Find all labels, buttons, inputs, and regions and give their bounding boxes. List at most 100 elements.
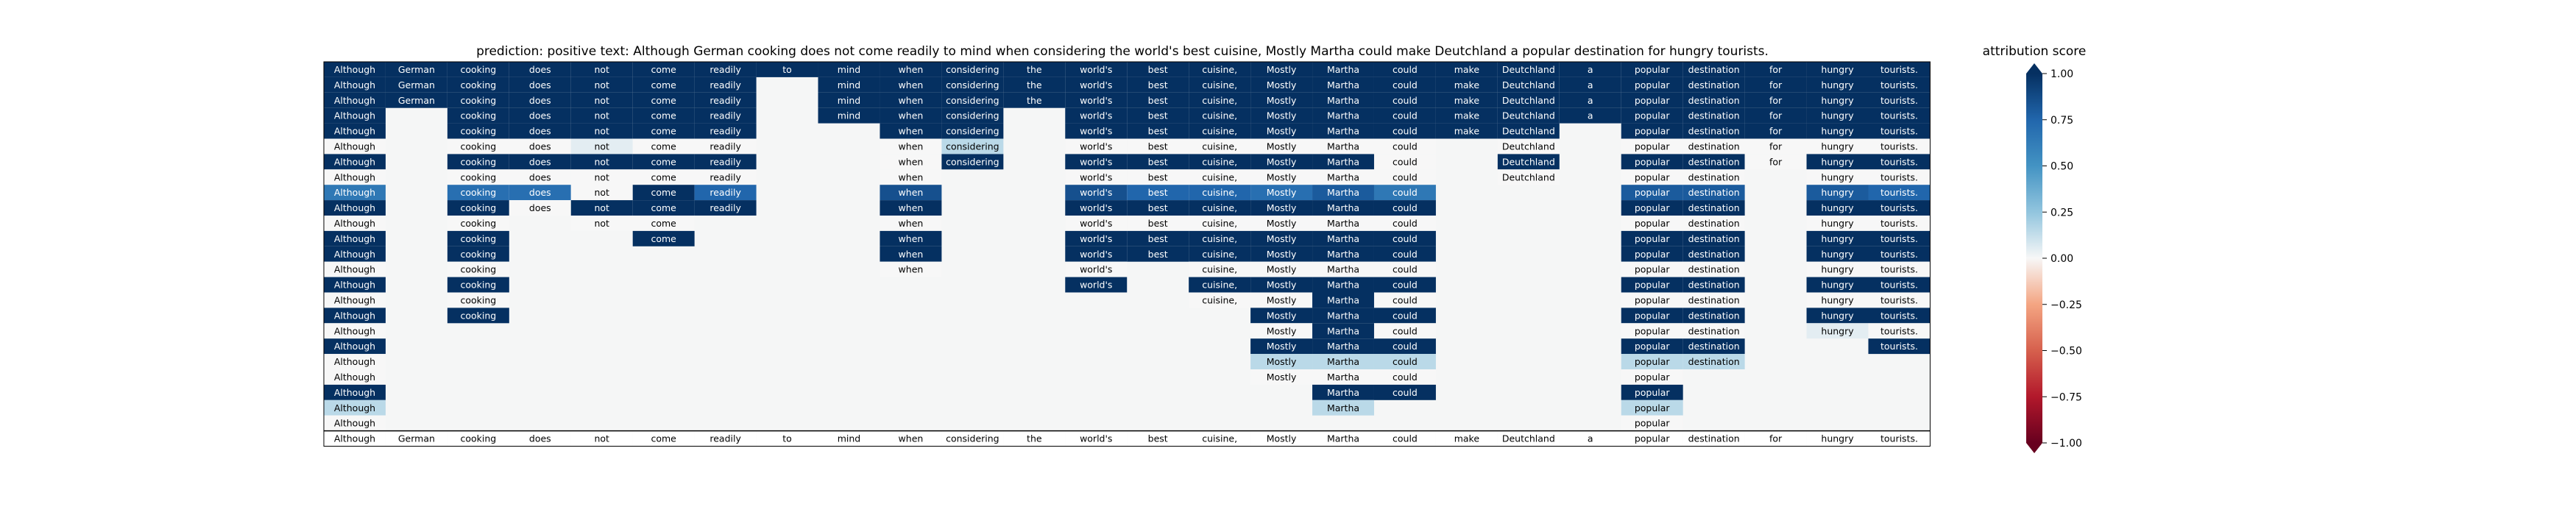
cell-token-label: cooking [460, 141, 496, 152]
heatmap-cell [1621, 216, 1683, 231]
cell-token-label: Although [334, 387, 375, 398]
cell-token-label: world's [1080, 171, 1112, 182]
cell-token-label: popular [1635, 341, 1671, 352]
colorbar-tick-label: 1.00 [2050, 68, 2073, 80]
heatmap-cell [1312, 354, 1374, 369]
heatmap-cell [880, 154, 942, 170]
cell-token-label: tourists. [1880, 126, 1918, 137]
heatmap-cell [1373, 354, 1436, 369]
heatmap-cell [1312, 230, 1374, 246]
heatmap-cell [1312, 338, 1374, 355]
cell-token-label: make [1454, 64, 1480, 75]
heatmap-cell [1868, 77, 1931, 93]
cell-token-label: popular [1635, 95, 1671, 106]
heatmap-cell [1806, 154, 1869, 170]
cell-token-label: popular [1635, 249, 1671, 260]
cell-token-label: could [1393, 294, 1418, 305]
cell-token-label: popular [1635, 64, 1671, 75]
heatmap-cell [1189, 154, 1251, 170]
cell-token-label: destination [1688, 249, 1740, 260]
heatmap-cell [1189, 277, 1251, 293]
cell-token-label: world's [1080, 233, 1112, 244]
cell-token-label: when [899, 264, 924, 275]
cell-token-label: destination [1688, 294, 1740, 305]
heatmap-cell [632, 123, 695, 139]
heatmap-cell [509, 185, 571, 201]
heatmap-cell [1189, 216, 1251, 231]
heatmap-cell [1868, 216, 1931, 231]
cell-token-label: Although [334, 310, 375, 321]
cell-token-label: best [1148, 64, 1168, 75]
cell-token-label: world's [1080, 110, 1112, 121]
cell-token-label: popular [1635, 356, 1671, 367]
heatmap-cell [1682, 200, 1745, 216]
heatmap-cell [1189, 185, 1251, 201]
cell-token-label: Although [334, 433, 375, 444]
heatmap-cell [509, 123, 571, 139]
colorbar-tick-label: 0.25 [2050, 207, 2073, 219]
cell-token-label: for [1769, 126, 1783, 137]
cell-token-label: for [1769, 64, 1783, 75]
heatmap-cell [1621, 384, 1683, 400]
cell-token-label: world's [1080, 141, 1112, 152]
cell-token-label: cooking [460, 110, 496, 121]
cell-token-label: could [1393, 218, 1418, 229]
heatmap-cell [1621, 107, 1683, 124]
heatmap-cell [1312, 185, 1374, 201]
heatmap-cell [447, 185, 509, 201]
heatmap-cell [1621, 169, 1683, 185]
cell-token-label: cooking [460, 280, 496, 291]
heatmap-cell [1189, 230, 1251, 246]
cell-token-label: best [1148, 233, 1168, 244]
cell-token-label: could [1393, 325, 1418, 336]
cell-token-label: could [1393, 187, 1418, 198]
heatmap-cell [1806, 261, 1869, 277]
cell-token-label: not [594, 141, 609, 152]
heatmap-cell [1806, 323, 1869, 339]
heatmap-cell [1373, 308, 1436, 324]
cell-token-label: world's [1080, 280, 1112, 291]
cell-token-label: does [529, 141, 551, 152]
cell-token-label: for [1769, 79, 1783, 90]
heatmap-cell [1559, 430, 1621, 447]
heatmap-cell [1312, 292, 1374, 308]
cell-token-label: could [1393, 171, 1418, 182]
cell-token-label: when [899, 249, 924, 260]
cell-token-label: Although [334, 64, 375, 75]
heatmap-cell [1189, 292, 1251, 308]
cell-token-label: not [594, 202, 609, 213]
heatmap-cell [1435, 62, 1498, 77]
cell-token-label: Deutchland [1502, 156, 1555, 167]
cell-token-label: Although [334, 280, 375, 291]
cell-token-label: popular [1635, 264, 1671, 275]
heatmap-cell [1621, 138, 1683, 154]
cell-token-label: Deutchland [1502, 110, 1555, 121]
cell-token-label: destination [1688, 218, 1740, 229]
cell-token-label: hungry [1821, 218, 1854, 229]
cell-token-label: Although [334, 294, 375, 305]
heatmap-cell [1312, 323, 1374, 339]
heatmap-cell [324, 354, 386, 369]
cell-token-label: Martha [1327, 202, 1359, 213]
heatmap-cell [1003, 62, 1066, 77]
heatmap-cell [1868, 92, 1931, 108]
cell-token-label: cooking [460, 233, 496, 244]
cell-token-label: for [1769, 110, 1783, 121]
heatmap-cell [1806, 123, 1869, 139]
heatmap-cell [570, 154, 633, 170]
colorbar-top-arrow [2026, 63, 2042, 74]
cell-token-label: hungry [1821, 233, 1854, 244]
cell-token-label: hungry [1821, 64, 1854, 75]
cell-token-label: Although [334, 79, 375, 90]
heatmap-cell [324, 430, 386, 447]
heatmap-cell [1312, 277, 1374, 293]
cell-token-label: popular [1635, 218, 1671, 229]
heatmap-cell [1744, 154, 1807, 170]
heatmap-cell [1435, 107, 1498, 124]
heatmap-cell [1682, 62, 1745, 77]
cell-token-label: tourists. [1880, 249, 1918, 260]
heatmap-cell [1312, 154, 1374, 170]
heatmap-cell [1682, 77, 1745, 93]
heatmap-cell [570, 92, 633, 108]
cell-token-label: destination [1688, 187, 1740, 198]
